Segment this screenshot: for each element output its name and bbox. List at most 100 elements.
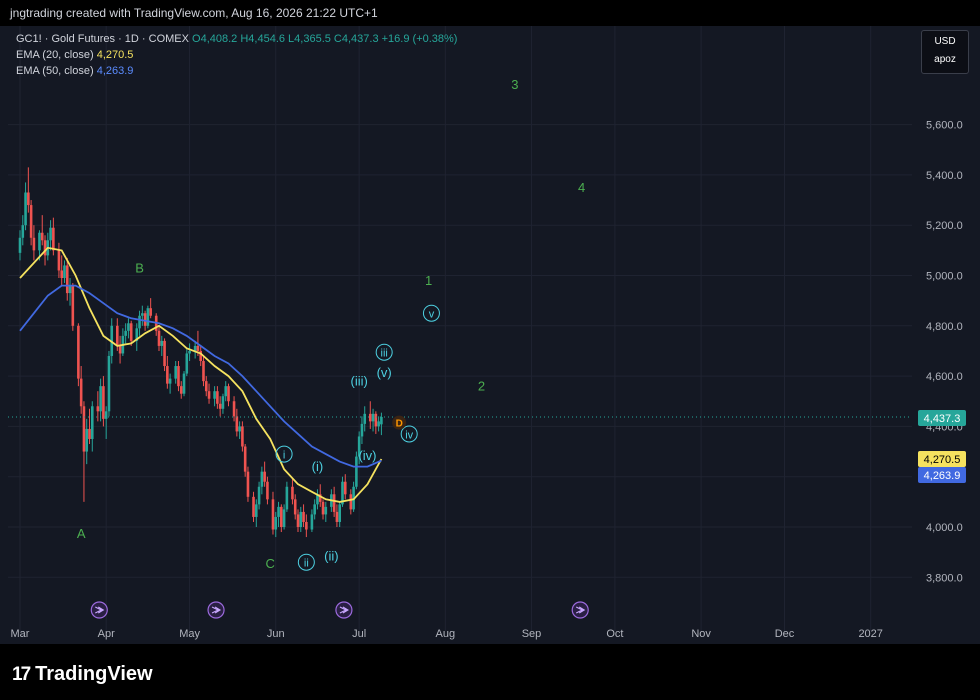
candle-body (196, 345, 200, 351)
candle-body (377, 421, 380, 427)
candle-body (43, 240, 47, 256)
candle-body (296, 514, 300, 527)
ema50-line (19, 284, 382, 468)
candle-body (85, 428, 89, 452)
candle-body (38, 232, 41, 251)
wave-circle (422, 304, 440, 322)
wave-label: v (429, 309, 435, 321)
wave-label: iv (405, 429, 413, 441)
user-label: apoz (934, 54, 956, 65)
time-tick-label: Jul (352, 628, 366, 640)
symbol-row: GC1! · Gold Futures · 1D · COMEX O4,408.… (16, 31, 457, 47)
candle-body (107, 355, 111, 412)
chart-area[interactable]: A B C 1 2 3 4 i ii iii iv v (i) (ii) (iii) (iv) (v) D 3,8… (0, 26, 980, 644)
candle-body (305, 521, 308, 530)
candle-body (141, 313, 144, 316)
economic-event-icon (571, 601, 589, 619)
candle-body (241, 426, 244, 447)
candle-body (374, 413, 378, 427)
price-label-text: 4,437.3 (924, 413, 961, 425)
wave-label: 4 (578, 180, 585, 195)
candle-body (360, 423, 364, 437)
candle-body (318, 494, 322, 502)
candle-body (29, 205, 33, 238)
candle-body (177, 366, 180, 387)
candle-body (32, 237, 36, 251)
wave-label: 2 (478, 379, 485, 394)
candle-body (63, 265, 66, 279)
candle-body (60, 270, 63, 279)
candle-body (79, 378, 83, 407)
candle-body (174, 366, 177, 379)
wave-label: ii (304, 558, 309, 570)
candle-body (149, 308, 152, 316)
candle-body (57, 250, 61, 271)
candle-body (285, 486, 289, 510)
symbol-label: GC1! · Gold Futures · 1D · COMEX (16, 33, 189, 45)
candle-body (143, 313, 147, 326)
ema50-value: 4,263.9 (96, 65, 134, 77)
price-tick-label: 5,200.0 (926, 220, 963, 232)
candle-body (204, 381, 208, 392)
currency-box[interactable]: USD apoz (921, 30, 969, 74)
currency-label: USD (934, 36, 956, 47)
candle-body (313, 504, 316, 515)
candle-body (185, 353, 189, 374)
candle-body (163, 340, 166, 367)
candle-body (282, 509, 286, 527)
candle-body (116, 325, 119, 346)
logo-text: TradingView (35, 663, 153, 685)
economic-event-arrow-icon (339, 606, 349, 614)
candle-body (188, 350, 191, 354)
price-tick-label: 4,800.0 (926, 321, 963, 333)
ohlc-values: O4,408.2 H4,454.6 L4,365.5 C4,437.3 +16.… (192, 33, 458, 45)
candle-body (68, 285, 72, 294)
candle-body (277, 506, 280, 517)
wave-label: (v) (377, 365, 392, 380)
ema20-row: EMA (20, close) 4,270.5 (16, 47, 457, 63)
candle-body (349, 494, 353, 510)
wave-label: (i) (312, 459, 324, 474)
tradingview-logo-icon: 17 (12, 663, 31, 685)
candle-body (24, 192, 27, 226)
wave-label: i (283, 450, 285, 462)
wave-label: 3 (511, 77, 518, 92)
candle-body (280, 506, 283, 527)
candle-body (96, 406, 100, 412)
candle-body (227, 386, 230, 402)
candle-body (355, 456, 358, 487)
candle-body (243, 446, 247, 472)
candle-body (324, 506, 328, 515)
candle-body (321, 501, 325, 515)
candle-body (380, 417, 383, 425)
candle-body (207, 391, 211, 399)
candle-body (157, 330, 161, 346)
price-tick-label: 4,000.0 (926, 522, 963, 534)
candle-body (316, 494, 319, 505)
candle-body (40, 232, 44, 241)
candle-body (221, 396, 225, 409)
price-label-text: 4,263.9 (924, 470, 961, 482)
wave-label: iii (381, 348, 388, 360)
candle-body (216, 391, 219, 404)
candle-body (129, 323, 133, 341)
candle-body (291, 486, 294, 500)
time-tick-label: Apr (98, 628, 115, 640)
time-tick-label: Sep (522, 628, 542, 640)
candle-body (235, 416, 239, 432)
candle-body (18, 237, 22, 253)
candle-body (49, 227, 52, 241)
tradingview-logo[interactable]: 17 TradingView (12, 663, 153, 686)
candle-body (182, 373, 186, 394)
candle-body (127, 323, 130, 331)
candle-body (52, 227, 55, 251)
candle-body (77, 325, 80, 379)
time-tick-label: Jun (267, 628, 285, 640)
dividend-marker (392, 415, 407, 430)
candles (18, 167, 383, 538)
candle-body (257, 486, 261, 505)
candle-body (90, 406, 94, 439)
candle-body (193, 345, 197, 351)
